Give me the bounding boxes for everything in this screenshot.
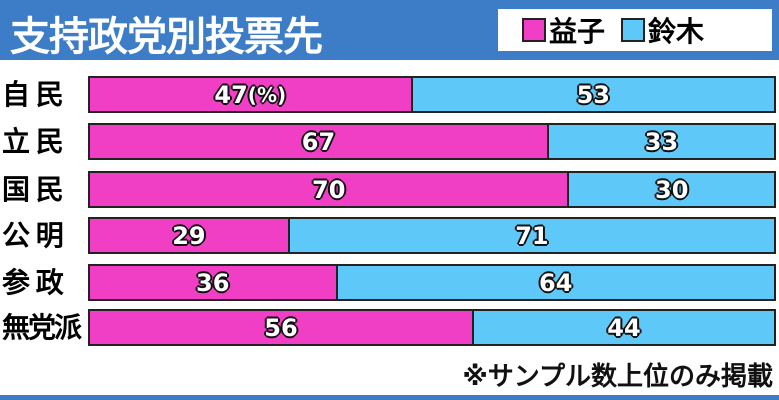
bar-segment-suzuki: 33 [548, 125, 774, 158]
bar-segment-suzuki: 44 [473, 311, 774, 344]
category-label: 公 明 [2, 219, 64, 252]
bar-row: 国 民 70 30 [0, 171, 779, 208]
bar-segment-masuko: 47 (%) [90, 78, 413, 111]
data-label: 44 [607, 313, 641, 342]
chart-title: 支持政党別投票先 [10, 14, 323, 60]
bar-segment-masuko: 70 [90, 173, 570, 206]
data-label: 53 [576, 80, 610, 109]
category-label: 無党派 [2, 311, 82, 344]
data-label: 67 [301, 127, 336, 156]
bar-segment-suzuki: 53 [412, 78, 774, 111]
bar-segment-masuko: 36 [90, 266, 338, 299]
bar-segment-masuko: 67 [90, 125, 549, 158]
legend-item-suzuki: 鈴木 [621, 10, 704, 50]
data-label: 33 [644, 127, 679, 156]
category-label: 立 民 [2, 125, 64, 158]
category-label: 自 民 [2, 78, 64, 111]
data-label: 70 [312, 175, 346, 204]
bar-row: 公 明 29 71 [0, 217, 779, 254]
legend-label: 益子 [549, 15, 606, 48]
legend-item-masuko: 益子 [522, 10, 605, 50]
legend-swatch [522, 18, 546, 42]
stacked-bar: 36 64 [88, 264, 776, 301]
stacked-bar: 67 33 [88, 123, 776, 160]
data-label: 64 [539, 268, 573, 297]
stacked-bar: 70 30 [88, 171, 776, 208]
data-label: 47 [214, 80, 248, 109]
bar-row: 参 政 36 64 [0, 264, 779, 301]
data-label: 36 [196, 268, 230, 297]
header-banner: 支持政党別投票先 益子 鈴木 [0, 0, 779, 60]
footer-band [0, 395, 779, 400]
bar-row: 自 民 47 (%) 53 [0, 76, 779, 113]
data-label: 56 [264, 313, 298, 342]
legend: 益子 鈴木 [498, 9, 772, 51]
bar-row: 立 民 67 33 [0, 123, 779, 160]
legend-swatch [621, 18, 646, 42]
data-label: 71 [515, 221, 549, 250]
bar-segment-suzuki: 71 [289, 219, 774, 252]
data-label: 29 [172, 221, 206, 250]
footnote: ※サンプル数上位のみ掲載 [462, 362, 774, 392]
bar-segment-suzuki: 64 [337, 266, 774, 299]
data-label: 30 [655, 175, 689, 204]
bar-row: 無党派 56 44 [0, 309, 779, 346]
category-label: 参 政 [2, 266, 64, 299]
unit-label: (%) [247, 82, 287, 107]
stacked-bar: 56 44 [88, 309, 776, 346]
stacked-bar: 29 71 [88, 217, 776, 254]
bar-segment-suzuki: 30 [569, 173, 774, 206]
bar-segment-masuko: 56 [90, 311, 474, 344]
category-label: 国 民 [2, 173, 64, 206]
legend-label: 鈴木 [648, 15, 705, 48]
stacked-bar: 47 (%) 53 [88, 76, 776, 113]
bar-segment-masuko: 29 [90, 219, 290, 252]
